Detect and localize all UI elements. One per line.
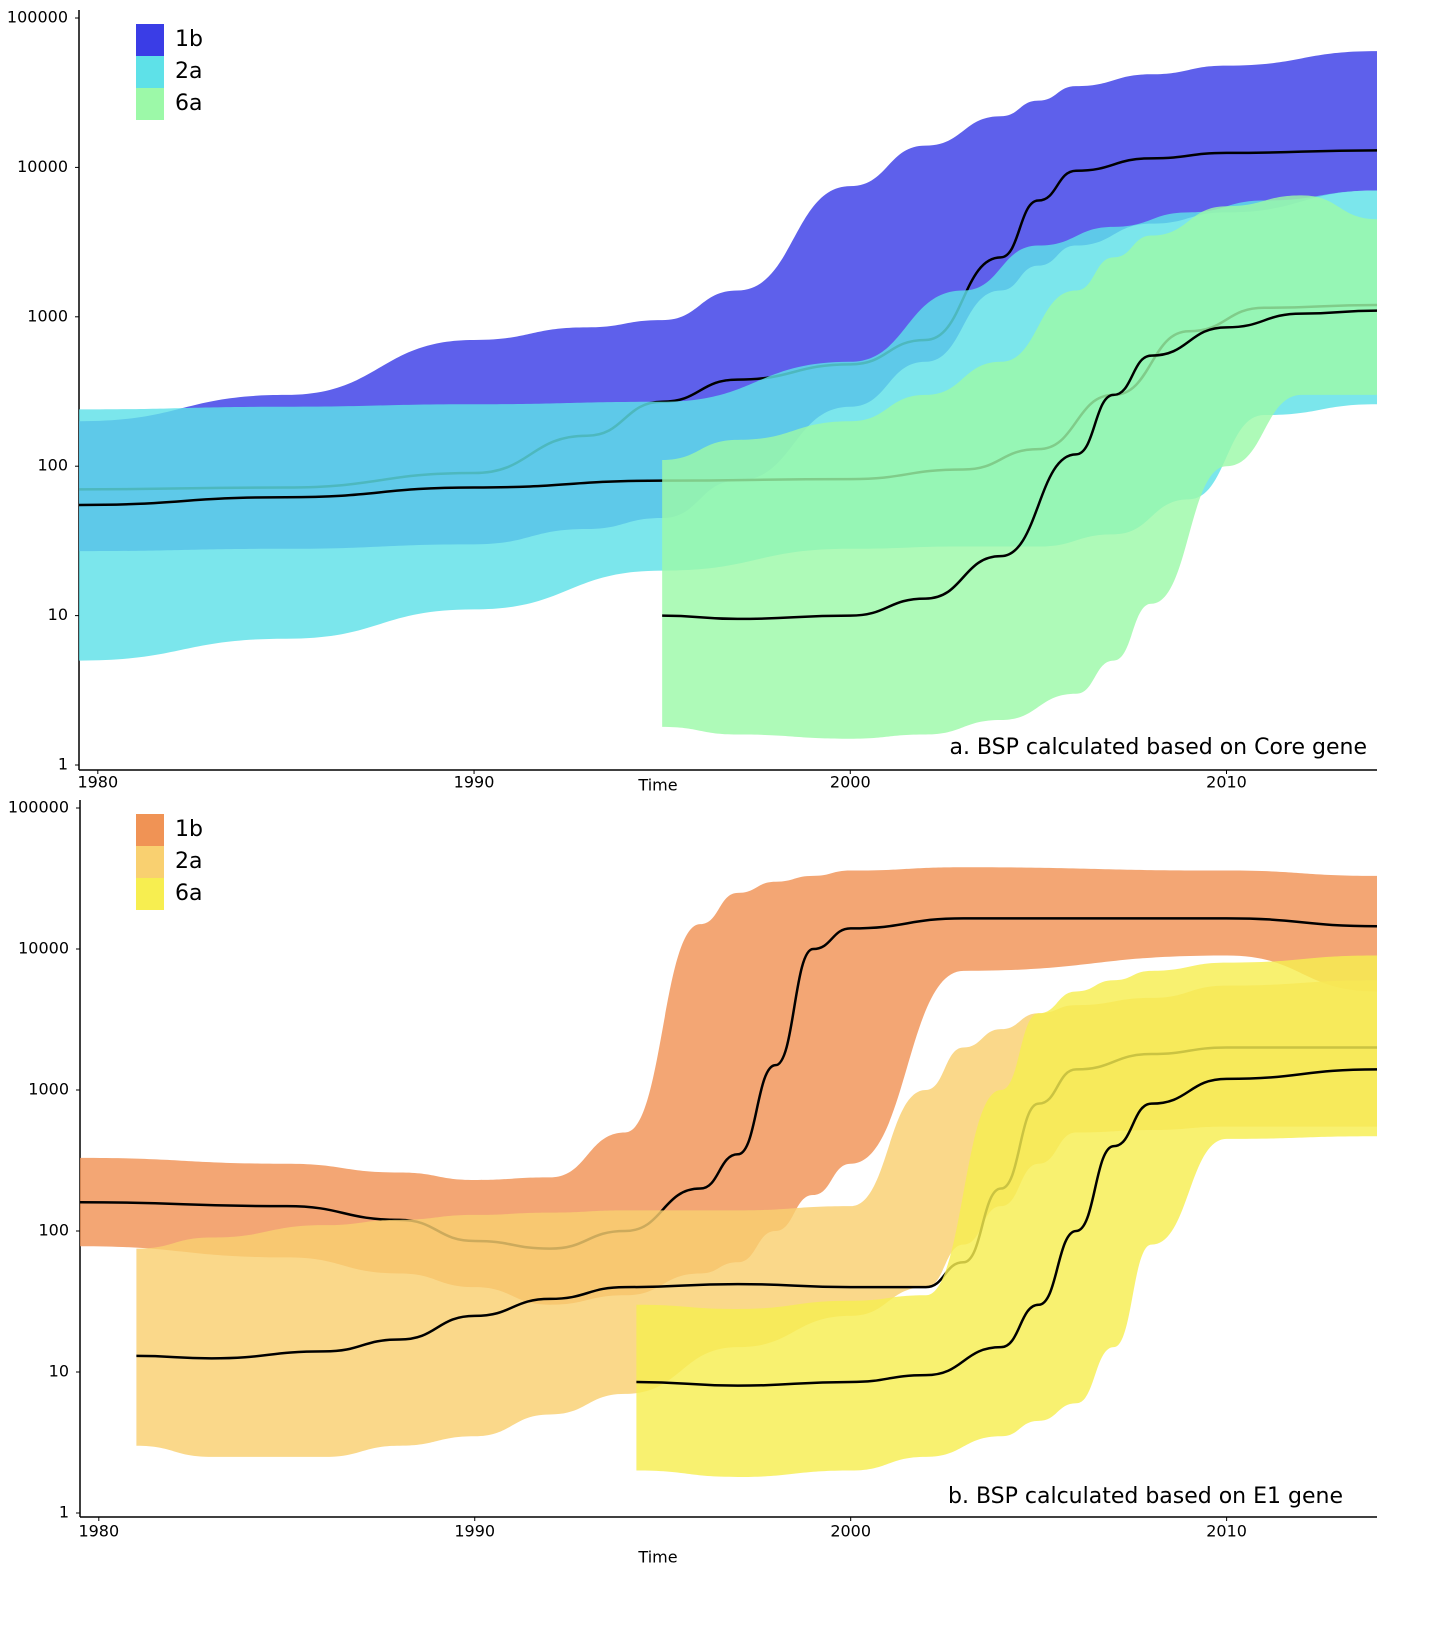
x-tick-label: 2010 [1206, 773, 1247, 792]
y-tick-label: 10 [49, 1362, 69, 1381]
x-axis-label: Time [637, 1548, 677, 1567]
legend-label: 1b [175, 817, 203, 842]
legend-label: 1b [175, 27, 203, 52]
y-tick-label: 10000 [18, 939, 69, 958]
legend-label: 2a [175, 849, 202, 874]
y-tick-label: 100000 [8, 798, 69, 817]
band [80, 867, 1377, 1305]
y-tick-label: 100 [38, 1221, 69, 1240]
legend-swatch [136, 846, 164, 878]
band [636, 955, 1377, 1478]
median-line [662, 309, 1378, 621]
x-tick-label: 2000 [830, 773, 871, 792]
legend-swatch [136, 24, 164, 56]
y-tick-label: 10000 [17, 157, 68, 176]
y-tick-label: 1 [59, 1503, 69, 1522]
legend-label: 6a [175, 881, 202, 906]
x-tick-label: 1990 [454, 1522, 495, 1541]
x-tick-label: 1980 [78, 1522, 119, 1541]
median-line [79, 917, 1378, 1250]
band [662, 195, 1377, 739]
y-tick-label: 1000 [28, 1080, 69, 1099]
y-tick-label: 1 [58, 755, 68, 774]
y-tick-label: 10 [48, 605, 68, 624]
y-tick-label: 1000 [27, 306, 68, 325]
x-tick-label: 2010 [1206, 1522, 1247, 1541]
annotation: b. BSP calculated based on E1 gene [948, 1484, 1343, 1509]
annotation: a. BSP calculated based on Core gene [949, 735, 1367, 760]
y-tick-label: 100 [37, 456, 68, 475]
legend-label: 6a [175, 91, 202, 116]
legend-swatch [136, 88, 164, 120]
legend-swatch [136, 56, 164, 88]
median-line [636, 1068, 1378, 1387]
x-tick-label: 1990 [454, 773, 495, 792]
x-tick-label: 2000 [830, 1522, 871, 1541]
legend-swatch [136, 814, 164, 846]
x-axis-label: Time [637, 776, 677, 795]
x-tick-label: 1980 [77, 773, 118, 792]
y-tick-label: 100000 [7, 8, 68, 27]
legend-swatch [136, 878, 164, 910]
legend-label: 2a [175, 59, 202, 84]
